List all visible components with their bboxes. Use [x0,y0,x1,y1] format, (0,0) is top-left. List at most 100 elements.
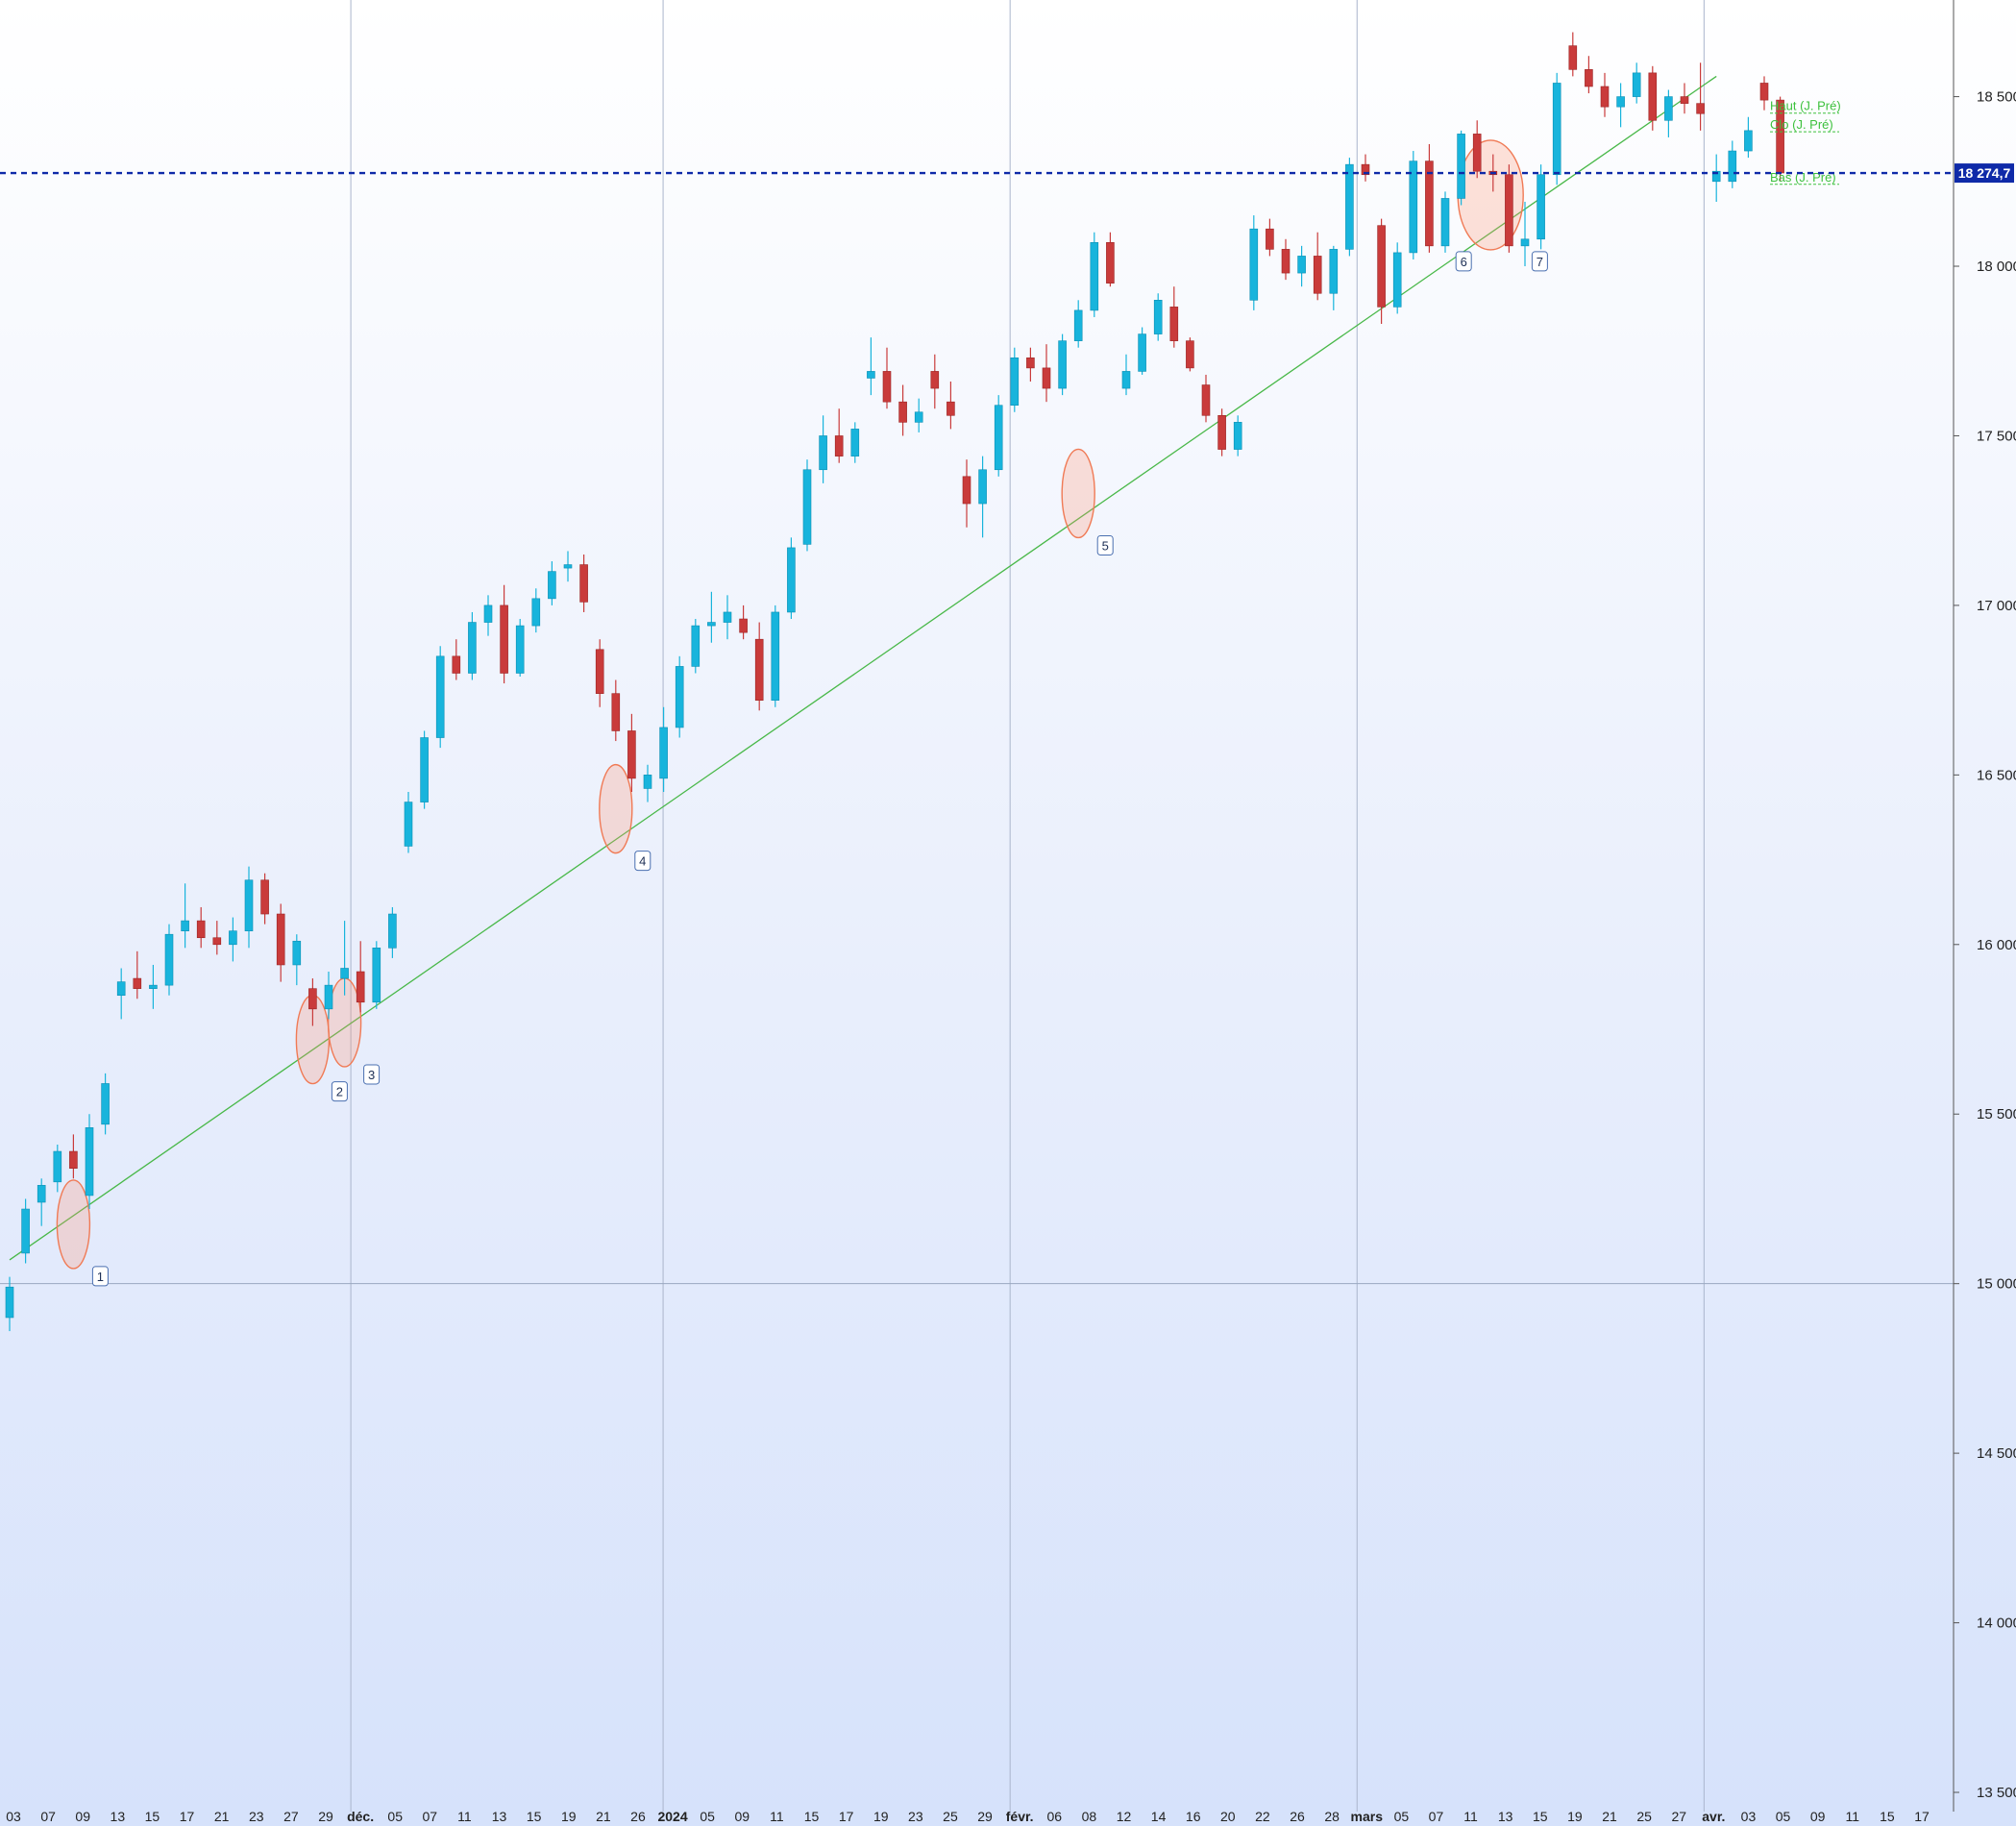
marker-badge [331,1081,348,1102]
x-tick-label: 07 [40,1809,56,1824]
candle-body [260,879,269,915]
y-tick-label: 18 500 [1977,89,2016,106]
candle-body [1233,422,1242,450]
candle-body [1313,256,1322,294]
price-tag-box [1955,163,2014,184]
candle-body [930,371,940,389]
x-tick-label: 13 [1498,1809,1513,1824]
candle-body [85,1127,94,1197]
candle-body [21,1208,30,1254]
candle-body [483,605,493,623]
candle-body [452,655,461,674]
candle-body [1457,134,1465,199]
x-tick-label: 15 [145,1809,160,1824]
y-tick-label: 13 500 [1977,1785,2016,1801]
marker-badge [1531,251,1548,272]
candle-body [388,913,397,949]
candle-body [867,371,875,379]
candle-body [962,476,971,505]
candle-body [1664,96,1673,121]
candle-body [802,469,812,545]
candle-body [468,622,477,674]
candle-body [1552,83,1561,176]
candle-body [101,1083,110,1125]
x-tick-label: 17 [180,1809,195,1824]
marker-label: 5 [1102,538,1109,553]
candle-body [819,435,827,471]
x-tick-label: 09 [735,1809,750,1824]
x-tick-label: 08 [1082,1809,1097,1824]
candle-body [579,564,588,603]
x-tick-label: avr. [1702,1809,1725,1824]
candle-body [898,401,907,423]
y-tick-label: 14 000 [1977,1616,2016,1632]
x-tick-label: 13 [492,1809,507,1824]
x-tick-label: 17 [1914,1809,1930,1824]
y-tick-label: 17 000 [1977,598,2016,614]
x-tick-label: 14 [1151,1809,1167,1824]
marker-label: 3 [368,1068,375,1082]
x-tick-label: 06 [1046,1809,1062,1824]
candle-body [1711,170,1721,183]
x-tick-label: 12 [1117,1809,1132,1824]
x-tick-label: 22 [1255,1809,1270,1824]
candle-body [116,981,126,997]
candle-body [1409,160,1418,254]
level-label: Haut (J. Pré) [1770,99,1841,113]
x-tick-label: 25 [943,1809,958,1824]
touch-ellipse [56,1179,91,1270]
x-tick-label: 11 [1846,1809,1860,1824]
candle-body [1648,72,1658,121]
candle-body [611,693,621,731]
candle-body [1090,242,1099,311]
candle-body [308,988,317,1010]
touch-ellipse [1457,139,1524,251]
marker-badge [363,1064,381,1085]
candle-body [739,618,748,633]
candle-body [1472,134,1482,172]
x-tick-label: 15 [804,1809,820,1824]
candle-body [675,666,684,728]
x-tick-label: 09 [75,1809,90,1824]
y-tick-label: 18 000 [1977,259,2016,275]
x-tick-label: 27 [283,1809,299,1824]
candle-body [850,429,860,456]
x-tick-label: mars [1351,1809,1384,1824]
candle-body [372,948,381,1003]
x-tick-label: 11 [770,1809,784,1824]
marker-label: 7 [1537,255,1543,269]
candle-body [1680,96,1689,104]
x-tick-label: 19 [873,1809,889,1824]
candle-body [1297,256,1306,274]
candle-body [340,968,349,979]
candle-body [181,920,189,931]
candle-body [1440,198,1450,247]
x-tick-label: 03 [6,1809,21,1824]
trendline [9,75,1717,1261]
candle-body [531,598,541,627]
current-price-tag: 18 274,7 [1955,163,2014,184]
y-tick-label: 16 000 [1977,937,2016,953]
y-tick-label: 15 000 [1977,1276,2016,1293]
candle-body [1121,371,1131,389]
candle-body [1632,72,1641,97]
marker-label: 6 [1461,255,1467,269]
x-tick-label: 16 [1186,1809,1201,1824]
candle-body [1585,69,1593,87]
candle-body [244,879,254,931]
x-tick-label: déc. [347,1809,374,1824]
x-tick-label: 26 [630,1809,646,1824]
y-tick-label: 17 500 [1977,428,2016,444]
candle-body [978,469,987,505]
x-tick-label: 21 [1602,1809,1617,1824]
candle-body [404,802,413,847]
candle-body [1759,83,1769,101]
candle-body [500,605,508,674]
candle-body [1186,340,1194,369]
y-tick-label: 16 500 [1977,767,2016,783]
x-tick-label: 05 [387,1809,403,1824]
candle-body [1600,86,1610,108]
x-tick-label: 21 [596,1809,611,1824]
